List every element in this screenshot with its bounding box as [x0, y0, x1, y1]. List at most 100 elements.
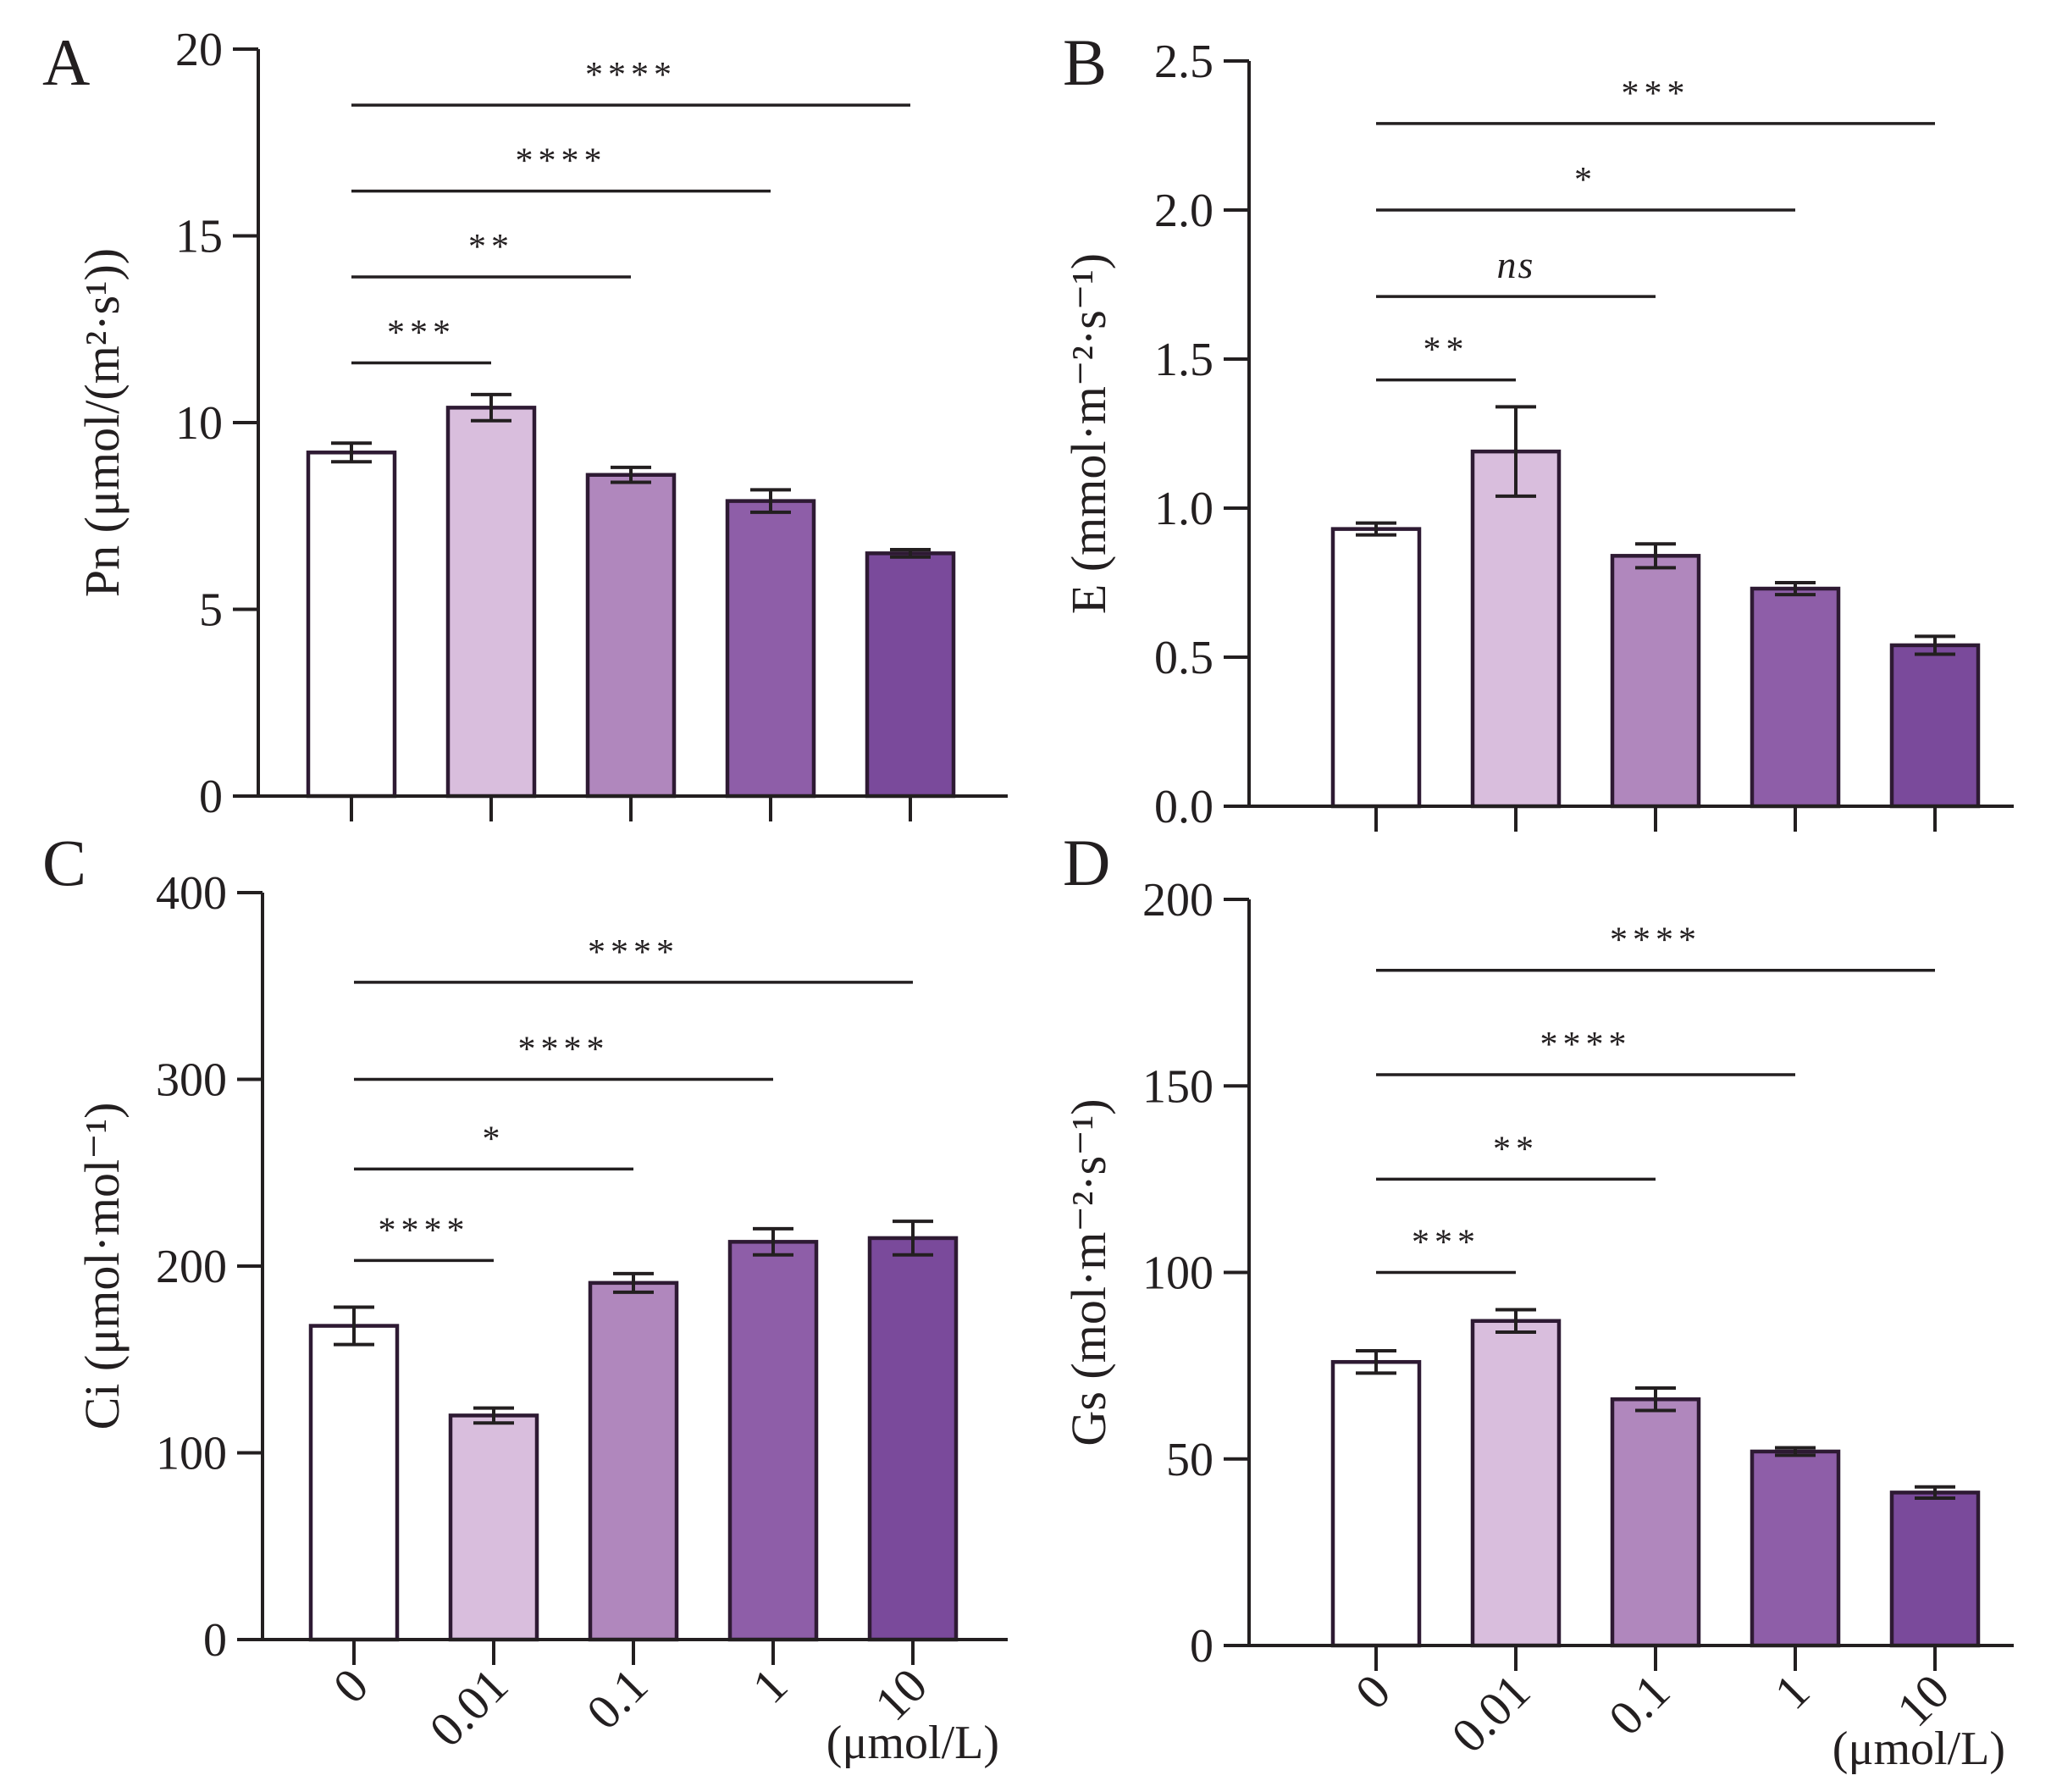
significance-label: * [483, 1120, 506, 1159]
y-tick-label: 0 [199, 771, 223, 823]
significance-label: *** [1412, 1224, 1480, 1263]
y-tick-label: 300 [156, 1054, 227, 1107]
x-tick-label: 0 [323, 1657, 379, 1713]
y-tick-label: 1.0 [1154, 483, 1213, 535]
x-axis-unit: (μmol/L) [826, 1717, 999, 1769]
error-bar-1 [750, 488, 791, 514]
bar-10 [865, 551, 956, 799]
bar-0.01 [1470, 449, 1562, 809]
bar-0.1 [588, 1280, 679, 1642]
error-bar-0.1 [611, 465, 651, 484]
x-tick-label: 0 [1345, 1663, 1401, 1719]
x-tick-label: 0.01 [1440, 1663, 1540, 1763]
significance-label: **** [585, 56, 677, 95]
error-bar-0.1 [613, 1271, 654, 1294]
x-tick-label: 0.1 [576, 1657, 658, 1739]
error-bar-1 [1775, 581, 1816, 597]
y-axis-title: Ci (μmol·mol⁻¹) [75, 1103, 130, 1430]
significance-label: **** [379, 1211, 470, 1250]
bar-0.01 [1470, 1319, 1562, 1648]
significance-label: *** [387, 313, 456, 352]
error-bar-10 [893, 1220, 933, 1257]
y-tick-label: 200 [156, 1241, 227, 1293]
y-tick-label: 0.0 [1154, 781, 1213, 833]
y-tick-label: 50 [1166, 1434, 1213, 1486]
significance-label: ** [468, 228, 514, 267]
y-tick-label: 150 [1142, 1060, 1213, 1113]
y-tick-label: 100 [156, 1428, 227, 1480]
error-bar-0 [331, 441, 372, 464]
bar-1 [1750, 1449, 1841, 1648]
significance-label: **** [1540, 1026, 1632, 1065]
y-tick-label: 400 [156, 867, 227, 920]
error-bar-1 [1775, 1446, 1816, 1457]
error-bar-0.01 [1495, 1308, 1536, 1334]
panel-letter: D [1063, 826, 1110, 899]
bar-0 [1330, 527, 1422, 809]
bar-0 [1330, 1359, 1422, 1648]
bar-1 [725, 499, 816, 799]
significance-label: **** [1610, 921, 1701, 960]
panel-letter: A [42, 25, 90, 99]
error-bar-0.01 [471, 392, 511, 423]
bar-10 [1889, 643, 1981, 809]
significance-label: ** [1424, 331, 1469, 370]
y-tick-label: 2.0 [1154, 185, 1213, 237]
y-axis-title: Gs (mol·m⁻²·s⁻¹) [1061, 1098, 1116, 1446]
y-tick-label: 1.5 [1154, 334, 1213, 386]
y-tick-label: 0 [203, 1614, 227, 1667]
y-tick-label: 0 [1190, 1620, 1213, 1673]
panel-letter: C [42, 826, 86, 899]
significance-label: **** [518, 1031, 610, 1070]
significance-label: ** [1493, 1130, 1539, 1169]
y-tick-label: 0.5 [1154, 632, 1213, 684]
error-bar-10 [1915, 1485, 1955, 1500]
y-tick-label: 2.5 [1154, 36, 1213, 88]
bar-0.01 [445, 406, 537, 799]
error-bar-10 [1915, 634, 1955, 656]
error-bar-10 [890, 547, 931, 559]
significance-label: ns [1497, 243, 1535, 286]
panel-b: B E (mmol·m⁻²·s⁻¹) 0.0 0.5 1.0 1.5 2.0 2.5 ** ns *… [1061, 25, 2014, 833]
error-bar-0 [334, 1305, 374, 1347]
bar-0 [306, 451, 397, 799]
y-tick-label: 200 [1142, 874, 1213, 926]
y-axis-title: Pn (μmol/(m²·s¹)) [75, 248, 130, 597]
error-bar-0.1 [1635, 542, 1676, 570]
x-tick-label: 1 [742, 1657, 798, 1713]
bar-0.1 [1610, 1397, 1701, 1648]
bar-1 [1750, 586, 1841, 809]
bar-0 [308, 1324, 400, 1642]
panel-letter: B [1063, 25, 1107, 99]
x-axis-unit: (μmol/L) [1833, 1723, 2005, 1775]
bar-10 [1889, 1491, 1981, 1648]
error-bar-0.01 [1495, 405, 1536, 498]
x-tick-label: 0.01 [418, 1657, 518, 1757]
significance-label: *** [1622, 75, 1690, 113]
y-axis-title: E (mmol·m⁻²·s⁻¹) [1061, 253, 1116, 614]
error-bar-1 [753, 1226, 793, 1257]
y-tick-label: 5 [199, 584, 223, 637]
bar-0.1 [585, 473, 677, 799]
significance-label: **** [588, 933, 679, 972]
bar-10 [867, 1236, 959, 1642]
y-tick-label: 10 [175, 397, 223, 450]
bar-0.01 [448, 1413, 539, 1642]
y-tick-label: 15 [175, 211, 223, 263]
x-tick-label: 0.1 [1598, 1663, 1680, 1745]
y-tick-label: 20 [175, 24, 223, 76]
significance-label: * [1574, 161, 1597, 200]
error-bar-0 [1356, 521, 1396, 537]
bar-0.1 [1610, 554, 1701, 809]
error-bar-0.01 [473, 1406, 514, 1425]
y-tick-label: 100 [1142, 1247, 1213, 1300]
significance-label: **** [516, 142, 607, 181]
bar-1 [727, 1240, 819, 1642]
error-bar-0 [1356, 1349, 1396, 1375]
error-bar-0.1 [1635, 1386, 1676, 1413]
x-tick-label: 1 [1764, 1663, 1820, 1719]
